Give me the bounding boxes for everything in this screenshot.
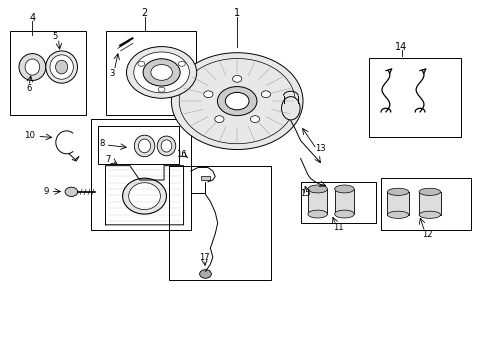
Ellipse shape xyxy=(334,185,353,193)
Text: 7: 7 xyxy=(105,155,110,164)
Text: 16: 16 xyxy=(176,150,186,159)
Bar xyxy=(307,189,327,214)
Circle shape xyxy=(143,59,180,86)
Ellipse shape xyxy=(128,183,160,210)
Text: 6: 6 xyxy=(26,84,32,93)
Text: 12: 12 xyxy=(421,230,432,239)
Text: 4: 4 xyxy=(29,13,35,23)
Ellipse shape xyxy=(386,211,408,219)
Bar xyxy=(91,119,190,230)
Bar xyxy=(334,189,353,214)
Circle shape xyxy=(134,52,189,93)
Circle shape xyxy=(151,64,172,80)
Ellipse shape xyxy=(138,139,150,153)
Ellipse shape xyxy=(418,188,440,195)
Bar xyxy=(368,58,461,137)
Text: 3: 3 xyxy=(109,69,114,78)
Text: 11: 11 xyxy=(333,223,343,232)
Text: 15: 15 xyxy=(300,189,310,198)
Circle shape xyxy=(261,91,270,98)
Bar xyxy=(10,31,86,116)
Circle shape xyxy=(65,187,78,197)
Text: 5: 5 xyxy=(53,32,58,41)
Circle shape xyxy=(203,91,213,98)
Circle shape xyxy=(158,87,164,92)
Text: 8: 8 xyxy=(99,139,104,148)
Ellipse shape xyxy=(161,140,171,152)
Ellipse shape xyxy=(307,210,327,218)
Bar xyxy=(98,126,178,164)
Text: 10: 10 xyxy=(24,131,35,140)
Text: 2: 2 xyxy=(141,8,147,18)
Circle shape xyxy=(232,76,241,82)
Bar xyxy=(200,176,210,180)
Bar xyxy=(386,192,408,215)
Bar xyxy=(300,182,375,223)
Ellipse shape xyxy=(307,185,327,193)
Ellipse shape xyxy=(157,136,175,156)
Circle shape xyxy=(178,61,185,66)
Ellipse shape xyxy=(46,51,77,83)
Circle shape xyxy=(126,46,196,98)
Circle shape xyxy=(214,116,224,122)
Ellipse shape xyxy=(50,55,73,79)
Ellipse shape xyxy=(134,135,155,157)
Text: 1: 1 xyxy=(234,8,240,18)
Ellipse shape xyxy=(25,59,40,75)
Ellipse shape xyxy=(281,96,300,120)
Circle shape xyxy=(199,270,211,278)
Circle shape xyxy=(138,61,144,66)
Circle shape xyxy=(171,53,303,149)
Ellipse shape xyxy=(56,60,68,74)
Ellipse shape xyxy=(19,54,46,81)
Ellipse shape xyxy=(122,178,166,214)
Bar xyxy=(168,166,271,280)
Text: 14: 14 xyxy=(395,42,407,52)
Text: 17: 17 xyxy=(199,253,209,262)
Circle shape xyxy=(225,93,248,110)
Text: 13: 13 xyxy=(314,144,325,153)
Circle shape xyxy=(250,116,259,122)
Bar xyxy=(418,192,440,215)
Text: 9: 9 xyxy=(43,187,48,196)
Ellipse shape xyxy=(418,211,440,219)
Bar xyxy=(380,178,470,230)
Ellipse shape xyxy=(386,188,408,195)
Ellipse shape xyxy=(334,210,353,218)
Bar xyxy=(105,31,195,116)
Circle shape xyxy=(217,87,256,116)
